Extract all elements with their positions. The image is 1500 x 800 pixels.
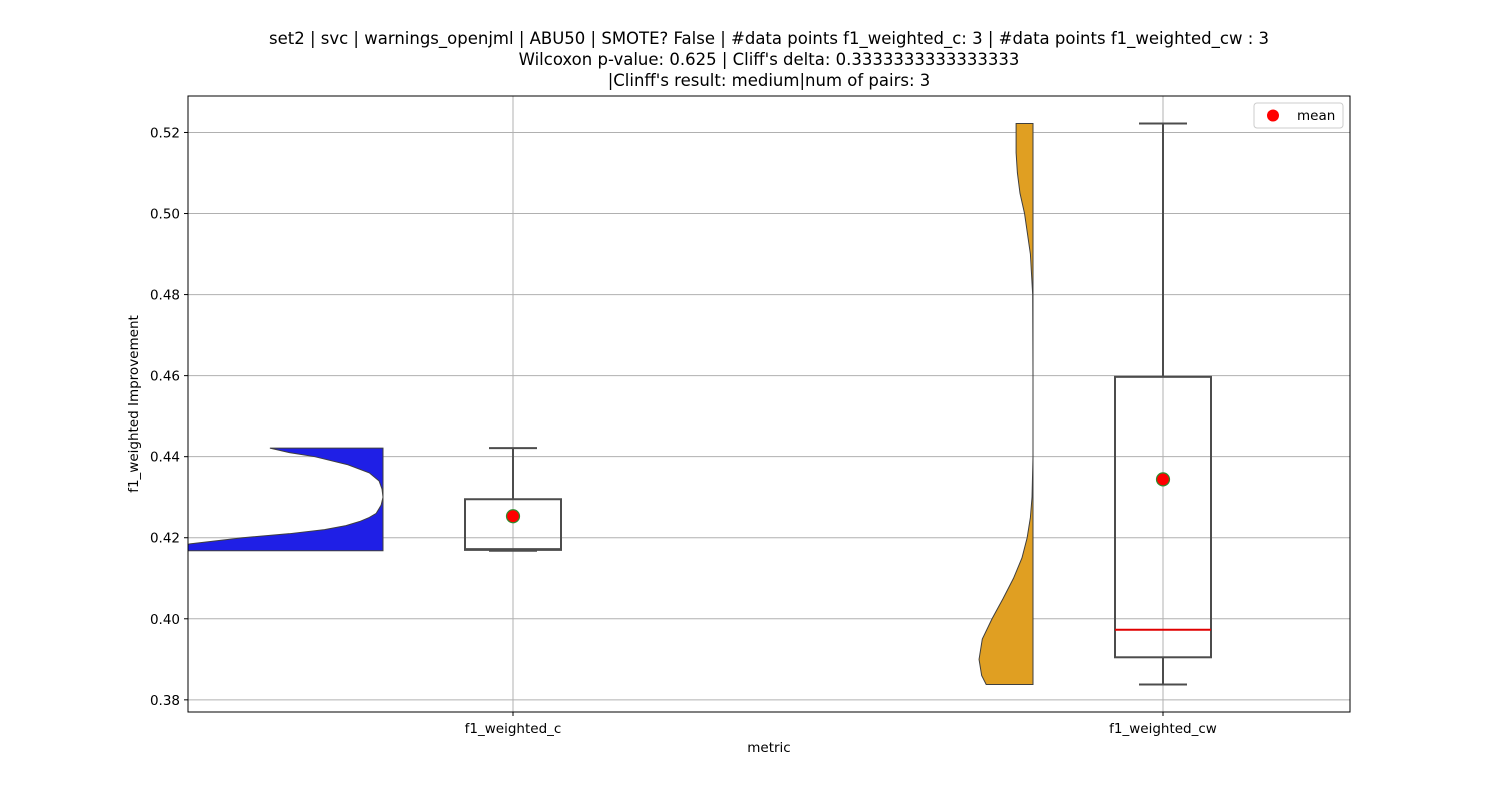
- legend: mean: [1253, 102, 1344, 129]
- violins: [188, 123, 1034, 685]
- y-tick-label: 0.52: [150, 125, 180, 141]
- chart-title-line-2: Wilcoxon p-value: 0.625 | Cliff's delta:…: [518, 50, 1020, 69]
- boxplots: [464, 122, 1212, 686]
- chart-title-line-3: |Clinff's result: medium|num of pairs: 3: [607, 71, 931, 90]
- y-tick-label: 0.50: [150, 207, 180, 223]
- y-tick-label: 0.46: [150, 369, 180, 385]
- y-axis-label: f1_weighted Improvement: [126, 315, 142, 493]
- legend-mean-marker: [1267, 109, 1279, 122]
- boxplot-f1_weighted_c: [464, 447, 562, 552]
- boxplot-f1_weighted_cw: [1114, 122, 1212, 686]
- box-iqr: [1114, 375, 1212, 659]
- x-tick-label: f1_weighted_cw: [1109, 721, 1217, 737]
- y-tick-label: 0.42: [150, 531, 180, 547]
- x-axis-label: metric: [747, 740, 790, 756]
- x-axis-ticks: f1_weighted_c f1_weighted_cw: [465, 712, 1217, 737]
- mean-marker: [1155, 472, 1171, 487]
- y-axis-ticks: 0.38 0.40 0.42 0.44 0.46 0.48 0.50 0.52: [150, 125, 188, 709]
- violin-f1_weighted_cw: [978, 123, 1034, 685]
- mean-marker: [505, 509, 521, 524]
- plot-frame: [187, 95, 1351, 713]
- violin-f1_weighted_c: [188, 447, 384, 552]
- legend-label-mean: mean: [1297, 108, 1335, 124]
- y-tick-label: 0.48: [150, 288, 180, 304]
- y-tick-label: 0.40: [150, 612, 180, 628]
- grid: [188, 96, 1350, 712]
- chart-title-line-1: set2 | svc | warnings_openjml | ABU50 | …: [268, 29, 1269, 48]
- y-tick-label: 0.38: [150, 693, 180, 709]
- legend-box: [1253, 102, 1344, 129]
- y-tick-label: 0.44: [150, 450, 180, 466]
- chart-title: set2 | svc | warnings_openjml | ABU50 | …: [0, 28, 1500, 91]
- x-tick-label: f1_weighted_c: [465, 721, 562, 737]
